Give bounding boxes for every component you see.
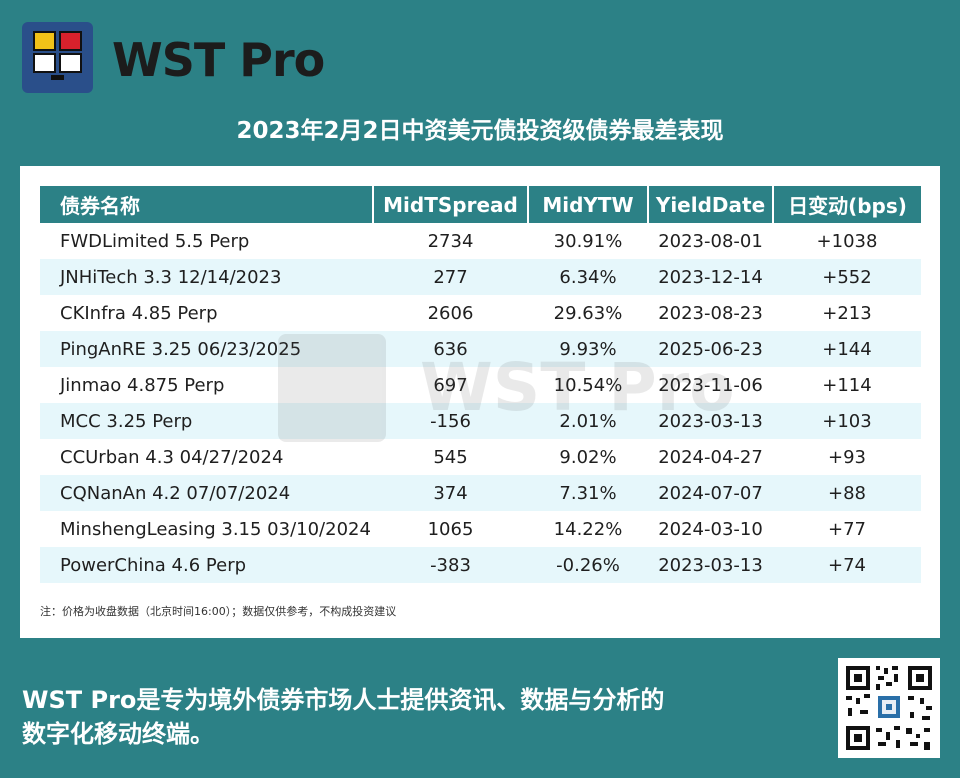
footer-line-1: WST Pro是专为境外债券市场人士提供资讯、数据与分析的 [22, 686, 665, 714]
column-header-yielddate: YieldDate [647, 186, 773, 223]
cell-daily-change: +213 [822, 302, 872, 324]
table-row: CKInfra 4.85 Perp 2606 29.63% 2023-08-23… [40, 295, 921, 331]
cell-midytw: 7.31% [528, 475, 648, 511]
table-row: CCUrban 4.3 04/27/2024 545 9.02% 2024-04… [40, 439, 921, 475]
cell-daily-change: +77 [828, 518, 866, 540]
page-title: 2023年2月2日中资美元债投资级债券最差表现 [236, 118, 724, 144]
cell-midtspread: -156 [373, 403, 528, 439]
cell-midtspread: 374 [373, 475, 528, 511]
cell-bond-name: MinshengLeasing 3.15 03/10/2024 [60, 518, 371, 540]
cell-daily-change: +144 [773, 331, 921, 367]
cell-daily-change: +93 [828, 446, 866, 468]
cell-midytw: 9.02% [559, 446, 617, 468]
disclaimer-note: 注：价格为收盘数据（北京时间16:00）；数据仅供参考，不构成投资建议 [40, 605, 397, 618]
cell-daily-change: +1038 [816, 230, 878, 252]
cell-midytw: 29.63% [553, 302, 623, 324]
table-row: JNHiTech 3.3 12/14/2023 277 6.34% 2023-1… [40, 259, 921, 295]
cell-yielddate: 2023-08-01 [658, 230, 763, 252]
table-panel: 债券名称 MidTSpread MidYTW YieldDate 日变动(bps… [20, 166, 940, 638]
column-header-midytw: MidYTW [527, 186, 648, 223]
cell-bond-name: CCUrban 4.3 04/27/2024 [60, 446, 284, 468]
table-row: FWDLimited 5.5 Perp 2734 30.91% 2023-08-… [40, 223, 921, 259]
cell-midytw: 6.34% [528, 259, 648, 295]
cell-midtspread: 2606 [427, 302, 474, 324]
cell-daily-change: +74 [773, 547, 921, 583]
cell-midytw: 14.22% [553, 518, 623, 540]
cell-midtspread: 277 [373, 259, 528, 295]
qr-code-icon [838, 658, 940, 758]
cell-yielddate: 2023-12-14 [648, 259, 773, 295]
table-row: MinshengLeasing 3.15 03/10/2024 1065 14.… [40, 511, 921, 547]
cell-yielddate: 2024-07-07 [648, 475, 773, 511]
table-header-row: 债券名称 MidTSpread MidYTW YieldDate 日变动(bps… [40, 186, 921, 223]
cell-midtspread: 697 [433, 374, 468, 396]
cell-yielddate: 2023-11-06 [658, 374, 763, 396]
column-header-daily-change: 日变动(bps) [772, 186, 921, 223]
cell-bond-name: FWDLimited 5.5 Perp [60, 230, 250, 252]
table-row: Jinmao 4.875 Perp 697 10.54% 2023-11-06 … [40, 367, 921, 403]
table-row: PowerChina 4.6 Perp -383 -0.26% 2023-03-… [40, 547, 921, 583]
cell-midtspread: -383 [373, 547, 528, 583]
cell-bond-name: CQNanAn 4.2 07/07/2024 [40, 475, 373, 511]
cell-midytw: -0.26% [528, 547, 648, 583]
cell-bond-name: PingAnRE 3.25 06/23/2025 [40, 331, 373, 367]
cell-midtspread: 1065 [427, 518, 474, 540]
cell-yielddate: 2023-03-13 [648, 403, 773, 439]
cell-midtspread: 636 [373, 331, 528, 367]
cell-yielddate: 2025-06-23 [648, 331, 773, 367]
cell-daily-change: +114 [822, 374, 872, 396]
cell-midytw: 10.54% [553, 374, 623, 396]
cell-midtspread: 545 [433, 446, 468, 468]
cell-midytw: 2.01% [528, 403, 648, 439]
cell-bond-name: MCC 3.25 Perp [40, 403, 373, 439]
cell-bond-name: CKInfra 4.85 Perp [60, 302, 218, 324]
table-row: MCC 3.25 Perp -156 2.01% 2023-03-13 +103 [40, 403, 921, 439]
cell-midtspread: 2734 [427, 230, 474, 252]
column-header-midtspread: MidTSpread [372, 186, 528, 223]
brand-name: WST Pro [112, 33, 325, 87]
brand-logo-icon [22, 22, 93, 93]
cell-midytw: 30.91% [553, 230, 623, 252]
cell-bond-name: PowerChina 4.6 Perp [40, 547, 373, 583]
cell-bond-name: Jinmao 4.875 Perp [60, 374, 225, 396]
cell-yielddate: 2024-04-27 [658, 446, 763, 468]
cell-yielddate: 2024-03-10 [658, 518, 763, 540]
column-header-bond-name: 债券名称 [40, 186, 373, 223]
cell-midytw: 9.93% [528, 331, 648, 367]
table-row: CQNanAn 4.2 07/07/2024 374 7.31% 2024-07… [40, 475, 921, 511]
cell-daily-change: +103 [773, 403, 921, 439]
table-row: PingAnRE 3.25 06/23/2025 636 9.93% 2025-… [40, 331, 921, 367]
cell-yielddate: 2023-08-23 [658, 302, 763, 324]
footer-line-2: 数字化移动终端。 [22, 720, 214, 748]
bond-table: 债券名称 MidTSpread MidYTW YieldDate 日变动(bps… [40, 186, 921, 583]
cell-daily-change: +88 [773, 475, 921, 511]
cell-yielddate: 2023-03-13 [648, 547, 773, 583]
footer-tagline: WST Pro是专为境外债券市场人士提供资讯、数据与分析的 数字化移动终端。 [22, 683, 802, 751]
cell-bond-name: JNHiTech 3.3 12/14/2023 [40, 259, 373, 295]
cell-daily-change: +552 [773, 259, 921, 295]
